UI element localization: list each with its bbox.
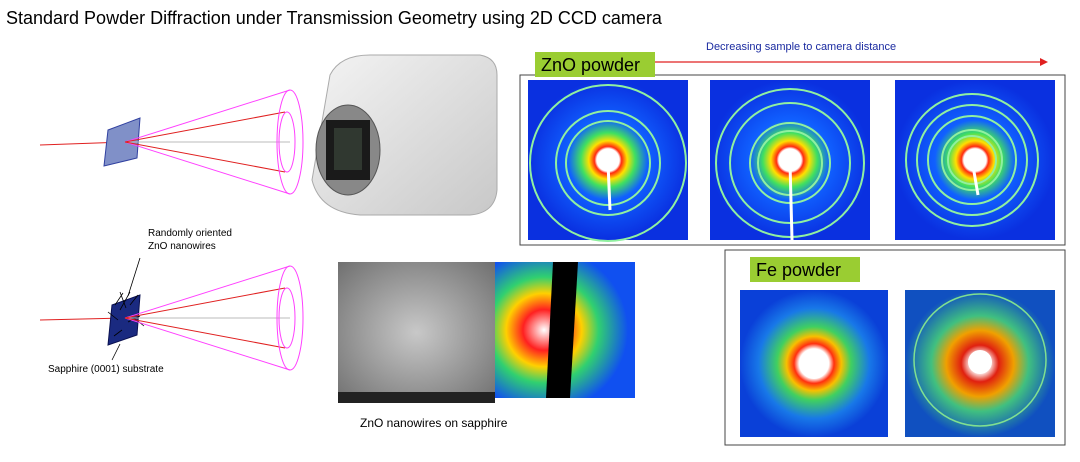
nanowire-caption: ZnO nanowires on sapphire bbox=[360, 416, 508, 430]
zno-label-bg bbox=[535, 52, 655, 77]
zno-label: ZnO powder bbox=[541, 55, 640, 75]
fe-label-bg bbox=[750, 257, 860, 282]
sem-image bbox=[338, 262, 495, 403]
zno-pattern bbox=[895, 80, 1055, 240]
fe-panel bbox=[724, 249, 1066, 446]
fe-label: Fe powder bbox=[756, 260, 841, 280]
nanowire-setup: Randomly oriented ZnO nanowires Sapphire… bbox=[39, 228, 304, 375]
beam-stop bbox=[546, 262, 578, 398]
setup-diagram bbox=[39, 89, 304, 195]
substrate-label: Sapphire (0001) substrate bbox=[48, 364, 164, 375]
fe-pattern bbox=[740, 290, 888, 437]
title: Standard Powder Diffraction under Transm… bbox=[6, 8, 663, 28]
arrow-head bbox=[1040, 58, 1048, 66]
fe-pattern bbox=[905, 290, 1055, 437]
zno-panel bbox=[519, 74, 1066, 246]
nanowire-label: Randomly oriented bbox=[148, 228, 232, 239]
zno-pattern bbox=[710, 80, 870, 241]
arrow-label: Decreasing sample to camera distance bbox=[706, 41, 896, 53]
zno-pattern bbox=[528, 80, 688, 242]
ccd-camera bbox=[311, 54, 498, 216]
sem-info-bar bbox=[338, 392, 495, 403]
nanowire-label: ZnO nanowires bbox=[148, 241, 216, 252]
